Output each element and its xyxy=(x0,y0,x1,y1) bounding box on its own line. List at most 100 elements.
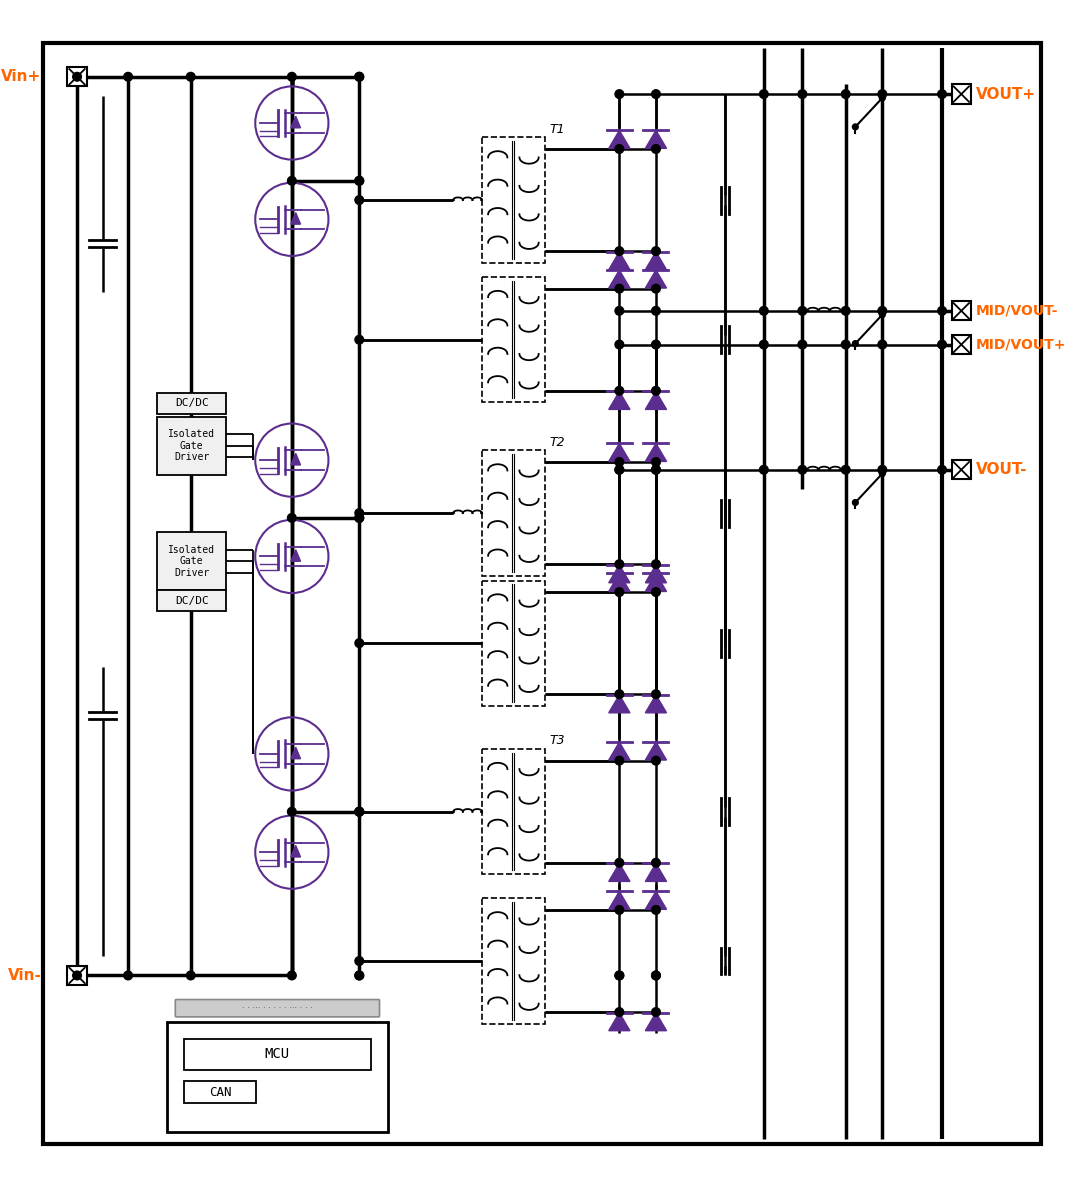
Circle shape xyxy=(615,587,624,597)
Polygon shape xyxy=(609,443,630,461)
Circle shape xyxy=(615,247,624,256)
Polygon shape xyxy=(645,573,667,591)
Polygon shape xyxy=(291,213,301,225)
Circle shape xyxy=(615,756,624,765)
Circle shape xyxy=(760,465,769,474)
Circle shape xyxy=(798,465,806,474)
Polygon shape xyxy=(609,694,630,713)
Polygon shape xyxy=(645,1013,667,1031)
Circle shape xyxy=(652,307,660,315)
Circle shape xyxy=(853,499,858,505)
Circle shape xyxy=(355,807,363,816)
Circle shape xyxy=(760,89,769,99)
Circle shape xyxy=(841,340,850,348)
Circle shape xyxy=(652,756,660,765)
Circle shape xyxy=(878,465,886,474)
Text: DC/DC: DC/DC xyxy=(175,596,209,605)
Circle shape xyxy=(288,73,296,81)
Polygon shape xyxy=(645,131,667,149)
Bar xyxy=(184,1082,256,1102)
Circle shape xyxy=(615,465,624,474)
Circle shape xyxy=(878,307,886,315)
Polygon shape xyxy=(609,131,630,149)
Bar xyxy=(482,749,545,874)
Circle shape xyxy=(615,906,624,914)
Circle shape xyxy=(186,971,195,980)
Circle shape xyxy=(288,807,296,816)
Bar xyxy=(482,277,545,402)
Circle shape xyxy=(798,89,806,99)
Text: VOUT-: VOUT- xyxy=(976,463,1027,477)
Circle shape xyxy=(937,89,946,99)
Circle shape xyxy=(841,307,850,315)
Polygon shape xyxy=(609,1013,630,1031)
Circle shape xyxy=(652,247,660,256)
Text: MCU: MCU xyxy=(265,1048,290,1062)
Circle shape xyxy=(355,335,363,344)
Circle shape xyxy=(615,465,624,474)
Circle shape xyxy=(652,284,660,292)
Circle shape xyxy=(355,176,363,185)
Circle shape xyxy=(652,386,660,395)
Polygon shape xyxy=(609,252,630,270)
Polygon shape xyxy=(645,252,667,270)
Bar xyxy=(157,533,226,590)
Circle shape xyxy=(853,124,858,130)
Bar xyxy=(482,899,545,1024)
Circle shape xyxy=(798,340,806,348)
Circle shape xyxy=(355,957,363,965)
Polygon shape xyxy=(291,453,301,465)
Circle shape xyxy=(880,471,885,477)
Circle shape xyxy=(615,458,624,466)
Text: T3: T3 xyxy=(549,734,565,747)
Text: Isolated
Gate
Driver: Isolated Gate Driver xyxy=(169,545,215,578)
Circle shape xyxy=(652,340,660,348)
Circle shape xyxy=(355,514,363,522)
Polygon shape xyxy=(609,573,630,591)
Circle shape xyxy=(123,73,133,81)
Polygon shape xyxy=(645,863,667,881)
Text: Vin+: Vin+ xyxy=(1,69,41,84)
Polygon shape xyxy=(609,270,630,288)
Circle shape xyxy=(937,465,946,474)
Circle shape xyxy=(615,284,624,292)
Circle shape xyxy=(615,307,624,315)
Polygon shape xyxy=(645,391,667,409)
Circle shape xyxy=(72,971,81,980)
Polygon shape xyxy=(291,549,301,561)
Bar xyxy=(482,580,545,706)
Polygon shape xyxy=(291,747,301,759)
Text: DC/DC: DC/DC xyxy=(175,398,209,408)
Circle shape xyxy=(615,690,624,698)
Circle shape xyxy=(878,89,886,99)
Text: MID/VOUT+: MID/VOUT+ xyxy=(976,338,1066,352)
Text: VOUT+: VOUT+ xyxy=(976,87,1036,101)
Circle shape xyxy=(355,971,363,980)
Circle shape xyxy=(652,1008,660,1017)
Circle shape xyxy=(355,509,363,517)
Bar xyxy=(951,335,971,354)
Circle shape xyxy=(841,89,850,99)
Polygon shape xyxy=(609,742,630,760)
Circle shape xyxy=(615,340,624,348)
Polygon shape xyxy=(645,565,667,583)
Polygon shape xyxy=(609,391,630,409)
Circle shape xyxy=(355,73,363,81)
Polygon shape xyxy=(291,845,301,857)
Polygon shape xyxy=(609,863,630,881)
Bar xyxy=(157,417,226,474)
Text: MID/VOUT-: MID/VOUT- xyxy=(976,304,1058,317)
Circle shape xyxy=(652,690,660,698)
Circle shape xyxy=(652,89,660,99)
Polygon shape xyxy=(645,443,667,461)
Circle shape xyxy=(615,560,624,568)
Text: Vin-: Vin- xyxy=(8,968,41,983)
Circle shape xyxy=(615,858,624,867)
Bar xyxy=(157,590,226,611)
Bar xyxy=(67,965,86,986)
Circle shape xyxy=(652,560,660,568)
Circle shape xyxy=(652,587,660,597)
Polygon shape xyxy=(645,694,667,713)
Bar xyxy=(951,301,971,321)
Polygon shape xyxy=(609,892,630,910)
